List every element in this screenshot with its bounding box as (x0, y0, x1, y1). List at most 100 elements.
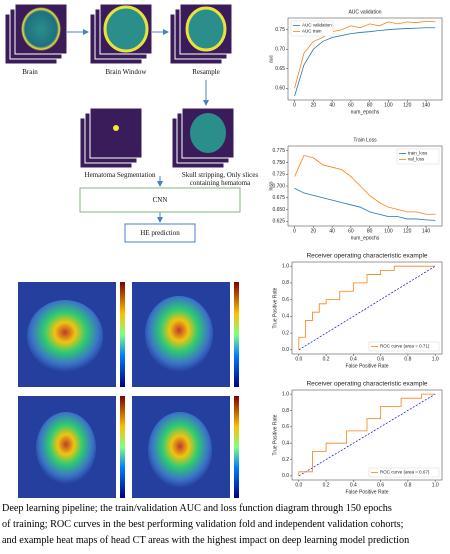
series-line (294, 20, 436, 89)
arrows (67, 29, 209, 223)
y-tick-label: 0.65 (275, 66, 285, 72)
legend-label: val_loss (408, 157, 425, 162)
x-axis-label: num_epochs (351, 109, 380, 115)
chart-title: Receiver operating characteristic exampl… (306, 381, 427, 388)
x-tick-label: 80 (367, 228, 373, 234)
y-tick-label: 0.6 (282, 297, 289, 303)
x-tick-label: 0.2 (323, 356, 330, 362)
x-tick-label: 80 (367, 102, 373, 108)
y-tick-label: 0.6 (282, 424, 289, 430)
x-axis-label: num_epochs (351, 235, 380, 241)
y-tick-label: 0.0 (282, 347, 289, 353)
node-label: Brain Window (105, 68, 147, 76)
y-tick-label: 0.775 (272, 148, 285, 154)
legend-label: ROC curve (area = 0.67) (380, 470, 430, 475)
series-line (298, 393, 436, 476)
x-tick-label: 60 (348, 102, 354, 108)
y-tick-label: 0.2 (282, 330, 289, 336)
x-tick-label: 1.0 (432, 482, 439, 488)
segmentation-stack (79, 107, 143, 169)
y-tick-label: 0.675 (272, 195, 285, 201)
y-tick-label: 0.750 (272, 160, 285, 166)
x-tick-label: 0.0 (295, 482, 302, 488)
cnn-box (79, 187, 241, 213)
brain-window-stack (89, 3, 153, 65)
legend-label: AUC train (302, 29, 322, 34)
node-label: Hematoma Segmentation (84, 171, 156, 179)
x-tick-label: 0.6 (377, 482, 384, 488)
x-tick-label: 0.8 (404, 482, 411, 488)
x-tick-label: 40 (329, 102, 335, 108)
legend-label: AUC validation (302, 23, 332, 28)
y-axis-label: loss (268, 181, 274, 190)
node-label: HE prediction (140, 229, 180, 237)
series-line (294, 154, 436, 215)
x-tick-label: 0 (293, 228, 296, 234)
x-tick-label: 0.6 (377, 356, 384, 362)
y-tick-label: 1.0 (282, 264, 289, 270)
y-tick-label: 0.75 (275, 27, 285, 33)
x-tick-label: 120 (403, 102, 412, 108)
legend-box (290, 20, 334, 37)
legend-label: train_loss (408, 151, 428, 156)
x-tick-label: 140 (422, 102, 431, 108)
pipeline-diagram (4, 3, 241, 243)
x-tick-label: 20 (311, 102, 317, 108)
y-tick-label: 0.4 (282, 314, 289, 320)
caption-line: of training; ROC curves in the best perf… (2, 519, 404, 530)
chart-title: Receiver operating characteristic exampl… (306, 253, 427, 260)
legend-label: ROC curve (area = 0.71) (380, 344, 430, 349)
x-tick-label: 0.4 (350, 356, 357, 362)
resample-stack (169, 3, 233, 65)
x-tick-label: 40 (329, 228, 335, 234)
caption-line: Deep learning pipeline; the train/valida… (2, 503, 392, 514)
heatmaps (18, 282, 239, 498)
node-label: Resample (192, 68, 220, 76)
prediction-box (124, 223, 196, 243)
x-tick-label: 0.2 (323, 482, 330, 488)
x-tick-label: 20 (311, 228, 317, 234)
x-axis-label: False Positive Rate (345, 489, 388, 495)
y-tick-label: 0.2 (282, 457, 289, 463)
x-tick-label: 120 (403, 228, 412, 234)
y-axis-label: True Positive Rate (272, 414, 278, 455)
chart-title: AUC validation (348, 9, 381, 15)
skull-stripped-stack (171, 107, 235, 169)
y-axis-label: True Positive Rate (272, 287, 278, 328)
chart-title: Train Loss (353, 137, 377, 143)
y-tick-label: 0.700 (272, 183, 285, 189)
y-tick-label: 0.0 (282, 473, 289, 479)
y-tick-label: 0.8 (282, 280, 289, 286)
legend-box (368, 467, 440, 478)
series-line (294, 27, 436, 97)
y-tick-label: 0.70 (275, 47, 285, 53)
x-tick-label: 100 (384, 228, 393, 234)
y-tick-label: 0.4 (282, 441, 289, 447)
node-label: Skull stripping, Only slices containing … (181, 171, 259, 187)
y-tick-label: 0.625 (272, 219, 285, 225)
brain-stack (4, 3, 68, 65)
x-tick-label: 60 (348, 228, 354, 234)
x-tick-label: 0.4 (350, 482, 357, 488)
legend-box (396, 148, 440, 165)
x-tick-label: 140 (422, 228, 431, 234)
x-tick-label: 0 (293, 102, 296, 108)
y-tick-label: 0.650 (272, 207, 285, 213)
node-label: Brain (22, 68, 38, 76)
legend-box (368, 341, 440, 352)
y-tick-label: 0.725 (272, 172, 285, 178)
chance-line (298, 265, 436, 351)
node-label: CNN (152, 196, 168, 204)
x-axis-label: False Positive Rate (345, 363, 388, 369)
y-tick-label: 0.60 (275, 86, 285, 92)
x-tick-label: 100 (384, 102, 393, 108)
x-tick-label: 0.0 (295, 356, 302, 362)
series-line (294, 187, 436, 221)
series-line (298, 265, 436, 350)
y-tick-label: 0.8 (282, 408, 289, 414)
x-tick-label: 0.8 (404, 356, 411, 362)
y-axis-label: auc (268, 54, 274, 63)
y-tick-label: 1.0 (282, 391, 289, 397)
